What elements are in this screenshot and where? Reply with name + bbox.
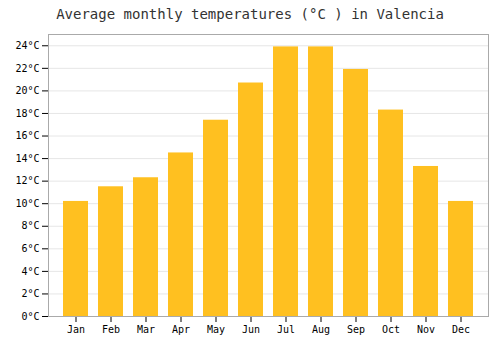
svg-text:Dec: Dec <box>452 324 470 335</box>
svg-text:20°C: 20°C <box>15 85 39 96</box>
svg-text:4°C: 4°C <box>21 266 39 277</box>
svg-text:8°C: 8°C <box>21 220 39 231</box>
svg-text:18°C: 18°C <box>15 108 39 119</box>
svg-text:Mar: Mar <box>137 324 155 335</box>
svg-text:16°C: 16°C <box>15 130 39 141</box>
svg-text:22°C: 22°C <box>15 63 39 74</box>
svg-text:12°C: 12°C <box>15 175 39 186</box>
html-text:Average monthly temperatures (: Average monthly temperatures (°C ) in Va… <box>56 6 444 22</box>
svg-text:Apr: Apr <box>172 324 190 335</box>
svg-text:Jul: Jul <box>277 324 295 335</box>
svg-text:Jun: Jun <box>242 324 260 335</box>
svg-text:2°C: 2°C <box>21 288 39 299</box>
svg-text:14°C: 14°C <box>15 153 39 164</box>
svg-text:6°C: 6°C <box>21 243 39 254</box>
svg-text:24°C: 24°C <box>15 40 39 51</box>
svg-text:Jan: Jan <box>67 324 85 335</box>
svg-text:Aug: Aug <box>312 324 330 335</box>
svg-text:Feb: Feb <box>102 324 120 335</box>
svg-text:May: May <box>207 324 225 335</box>
svg-text:Oct: Oct <box>382 324 400 335</box>
svg-text:Sep: Sep <box>347 324 365 335</box>
svg-text:10°C: 10°C <box>15 198 39 209</box>
svg-text:Nov: Nov <box>417 324 435 335</box>
svg-text:0°C: 0°C <box>21 311 39 322</box>
